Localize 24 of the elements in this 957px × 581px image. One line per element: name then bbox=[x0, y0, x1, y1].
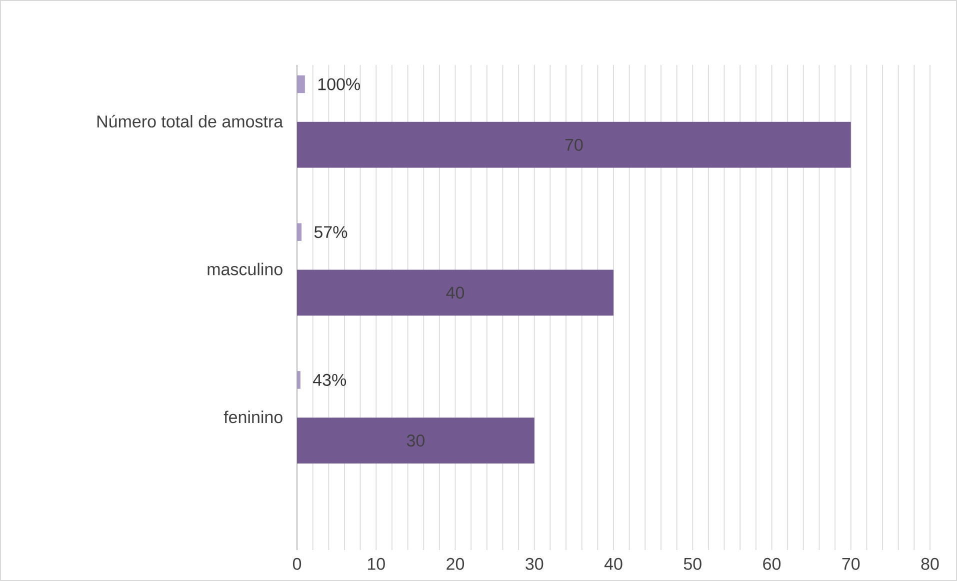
data-label: 57% bbox=[314, 226, 348, 238]
data-label: 43% bbox=[313, 374, 346, 386]
x-tick-label: 0 bbox=[292, 558, 302, 570]
x-tick-label: 40 bbox=[604, 558, 622, 570]
data-label: 30 bbox=[406, 434, 424, 447]
bar bbox=[297, 270, 614, 316]
x-tick-label: 60 bbox=[763, 558, 781, 570]
x-tick-label: 30 bbox=[526, 558, 544, 570]
x-tick-label: 20 bbox=[446, 558, 464, 570]
bar bbox=[297, 223, 302, 241]
y-tick-label: masculino bbox=[208, 262, 282, 276]
bar bbox=[297, 122, 851, 168]
bar bbox=[297, 418, 534, 464]
x-tick-label: 50 bbox=[684, 558, 702, 570]
y-tick-label: Número total de amostra bbox=[97, 114, 284, 128]
data-label: 70 bbox=[565, 138, 583, 151]
data-label: 40 bbox=[446, 286, 464, 299]
y-tick-label: feninino bbox=[224, 410, 282, 424]
x-tick-label: 70 bbox=[842, 558, 860, 570]
bar bbox=[297, 371, 300, 389]
data-label: 100% bbox=[318, 78, 360, 90]
bar bbox=[297, 75, 305, 94]
x-tick-label: 80 bbox=[921, 558, 939, 570]
x-tick-label: 10 bbox=[368, 558, 385, 570]
